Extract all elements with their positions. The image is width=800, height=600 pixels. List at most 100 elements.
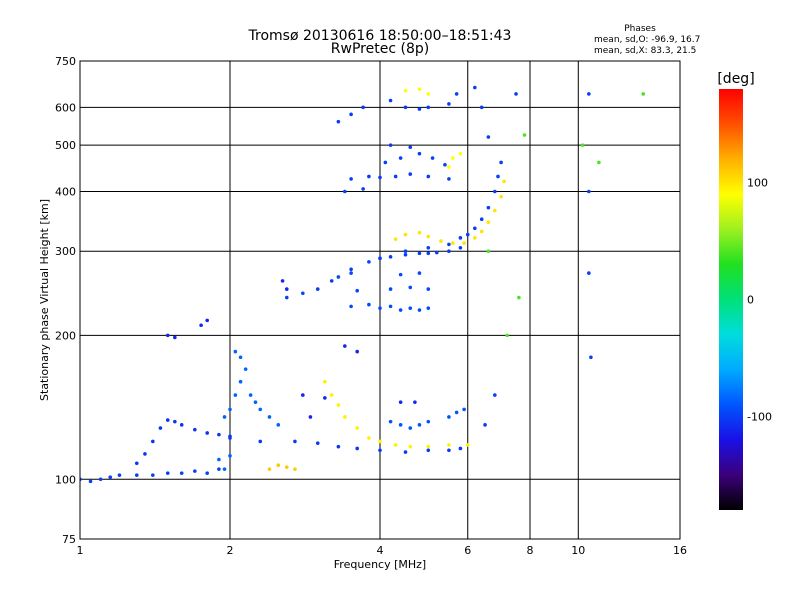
data-point bbox=[336, 403, 341, 407]
data-point bbox=[323, 379, 327, 384]
data-point bbox=[361, 187, 365, 191]
x-tick-label: 4 bbox=[377, 544, 384, 557]
data-point bbox=[479, 105, 484, 110]
data-point bbox=[454, 410, 459, 415]
data-point bbox=[329, 279, 334, 283]
x-tick-label: 10 bbox=[571, 544, 585, 557]
y-tick-label: 500 bbox=[55, 139, 76, 152]
data-point bbox=[587, 271, 591, 275]
data-point bbox=[378, 439, 382, 444]
data-point bbox=[462, 407, 466, 412]
data-point bbox=[408, 444, 413, 449]
data-point bbox=[284, 295, 289, 300]
data-point bbox=[355, 446, 359, 451]
data-point bbox=[205, 431, 209, 435]
data-point bbox=[173, 419, 177, 424]
info-line-x: mean, sd,X: 83.3, 21.5 bbox=[594, 46, 696, 56]
data-point bbox=[451, 241, 455, 245]
data-point bbox=[108, 475, 113, 480]
y-axis-label: Stationary phase Virtual Height [km] bbox=[38, 199, 51, 401]
data-point bbox=[426, 306, 431, 310]
data-point bbox=[388, 255, 393, 259]
data-point bbox=[426, 444, 431, 449]
data-point bbox=[447, 102, 451, 106]
data-point bbox=[193, 427, 197, 432]
data-point bbox=[301, 291, 305, 296]
data-point bbox=[580, 143, 585, 147]
data-point bbox=[199, 323, 203, 328]
data-point bbox=[417, 107, 422, 111]
data-points bbox=[80, 85, 646, 484]
data-point bbox=[258, 439, 263, 444]
data-point bbox=[493, 208, 497, 213]
y-tick-label: 300 bbox=[55, 245, 76, 258]
data-point bbox=[426, 287, 431, 291]
chart-title: Tromsø 20130616 18:50:00–18:51:43 bbox=[248, 28, 512, 44]
data-point bbox=[329, 393, 334, 397]
data-point bbox=[378, 175, 382, 180]
data-point bbox=[388, 143, 393, 147]
data-point bbox=[343, 344, 347, 348]
data-point bbox=[355, 426, 359, 430]
data-point bbox=[267, 467, 272, 471]
data-point bbox=[165, 418, 170, 422]
data-point bbox=[179, 423, 184, 427]
data-point bbox=[117, 473, 122, 477]
data-point bbox=[355, 349, 359, 354]
colorbar bbox=[719, 89, 743, 510]
data-point bbox=[505, 333, 509, 338]
x-axis-label: Frequency [MHz] bbox=[334, 558, 426, 571]
data-point bbox=[473, 226, 477, 231]
data-point bbox=[426, 174, 431, 179]
x-tick-label: 16 bbox=[673, 544, 687, 557]
data-point bbox=[315, 287, 320, 291]
data-point bbox=[179, 471, 184, 475]
data-point bbox=[434, 250, 439, 255]
data-point bbox=[465, 443, 470, 447]
data-point bbox=[499, 160, 503, 165]
data-point bbox=[284, 287, 289, 291]
data-point bbox=[336, 119, 341, 124]
data-point bbox=[447, 443, 451, 447]
data-point bbox=[403, 105, 408, 110]
y-axis-ticks: 75 100 200 300 400 500 600 750 bbox=[55, 55, 76, 546]
data-point bbox=[361, 105, 365, 110]
data-point bbox=[222, 415, 227, 419]
data-point bbox=[398, 308, 403, 312]
data-point bbox=[417, 271, 422, 275]
data-point bbox=[88, 479, 93, 484]
colorbar-label: [deg] bbox=[717, 71, 754, 87]
data-point bbox=[458, 245, 463, 250]
colorbar-tick-label: -100 bbox=[747, 410, 772, 423]
data-point bbox=[430, 156, 435, 160]
x-axis-ticks: 1 2 4 6 8 10 16 bbox=[77, 544, 688, 557]
data-point bbox=[408, 426, 413, 430]
data-point bbox=[349, 267, 353, 272]
data-point bbox=[447, 177, 451, 181]
data-point bbox=[458, 151, 463, 156]
data-point bbox=[403, 232, 408, 237]
data-point bbox=[522, 133, 527, 137]
data-point bbox=[276, 423, 281, 427]
data-point bbox=[243, 367, 248, 371]
data-point bbox=[493, 189, 497, 194]
data-point bbox=[499, 194, 503, 199]
colorbar-tick-label: 100 bbox=[747, 177, 768, 190]
colorbar-ticks: 100 0 -100 bbox=[747, 177, 772, 424]
data-point bbox=[205, 318, 209, 323]
data-point bbox=[641, 92, 646, 96]
data-point bbox=[143, 452, 147, 456]
data-point bbox=[473, 85, 477, 90]
data-point bbox=[417, 151, 422, 156]
data-point bbox=[367, 260, 371, 264]
data-point bbox=[301, 393, 305, 397]
data-point bbox=[293, 439, 297, 444]
data-point bbox=[193, 469, 197, 473]
data-point bbox=[514, 92, 518, 96]
data-point bbox=[217, 457, 221, 462]
data-point bbox=[343, 189, 347, 194]
data-point bbox=[426, 234, 431, 239]
data-point bbox=[587, 92, 591, 96]
y-tick-label: 750 bbox=[55, 55, 76, 68]
data-point bbox=[398, 423, 403, 427]
